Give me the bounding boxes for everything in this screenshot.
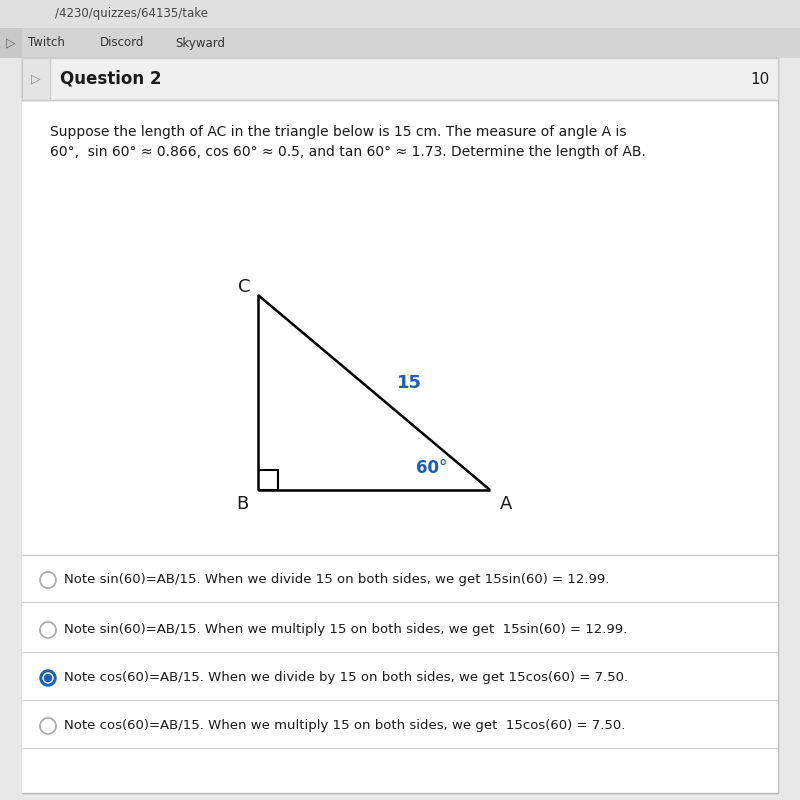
Text: C: C: [238, 278, 250, 296]
Text: ▷: ▷: [31, 73, 41, 86]
Circle shape: [43, 673, 53, 683]
Bar: [22, 58, 50, 100]
Text: Skyward: Skyward: [175, 37, 225, 50]
Text: 60°,  sin 60° ≈ 0.866, cos 60° ≈ 0.5, and tan 60° ≈ 1.73. Determine the length o: 60°, sin 60° ≈ 0.866, cos 60° ≈ 0.5, and…: [50, 145, 646, 159]
Text: 15: 15: [397, 374, 422, 391]
Bar: [0, 28, 22, 58]
Text: Suppose the length of AC in the triangle below is 15 cm. The measure of angle A : Suppose the length of AC in the triangle…: [50, 125, 626, 139]
Circle shape: [40, 718, 56, 734]
Bar: [22, 58, 778, 100]
Text: Discord: Discord: [100, 37, 144, 50]
Text: Note sin(60)=AB/15. When we multiply 15 on both sides, we get  15sin(60) = 12.99: Note sin(60)=AB/15. When we multiply 15 …: [64, 623, 627, 637]
Text: Note sin(60)=AB/15. When we divide 15 on both sides, we get 15sin(60) = 12.99.: Note sin(60)=AB/15. When we divide 15 on…: [64, 574, 610, 586]
Circle shape: [45, 674, 51, 682]
Text: B: B: [236, 495, 248, 513]
Text: 10: 10: [750, 71, 770, 86]
Circle shape: [40, 572, 56, 588]
Bar: [22, 100, 778, 793]
Bar: [0, 28, 800, 58]
Text: Note cos(60)=AB/15. When we divide by 15 on both sides, we get 15cos(60) = 7.50.: Note cos(60)=AB/15. When we divide by 15…: [64, 671, 628, 685]
Text: Twitch: Twitch: [28, 37, 65, 50]
Text: Question 2: Question 2: [60, 70, 162, 88]
Bar: [0, 0, 800, 28]
Circle shape: [40, 670, 56, 686]
Text: Note cos(60)=AB/15. When we multiply 15 on both sides, we get  15cos(60) = 7.50.: Note cos(60)=AB/15. When we multiply 15 …: [64, 719, 626, 733]
Text: 60°: 60°: [416, 459, 448, 477]
Circle shape: [40, 622, 56, 638]
Text: /4230/quizzes/64135/take: /4230/quizzes/64135/take: [55, 7, 208, 21]
Text: ▷: ▷: [6, 37, 16, 50]
Text: A: A: [500, 495, 512, 513]
